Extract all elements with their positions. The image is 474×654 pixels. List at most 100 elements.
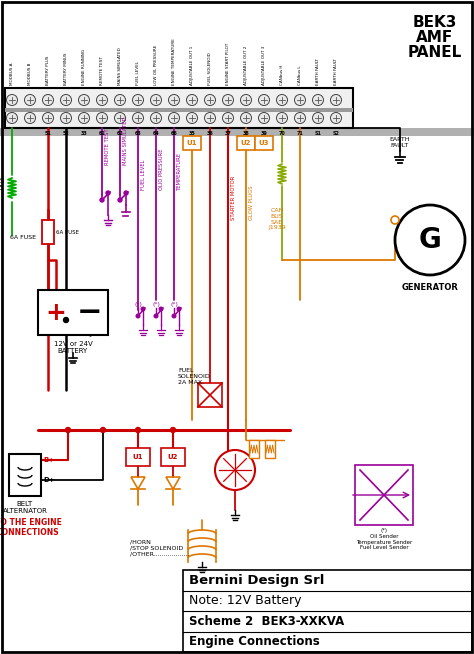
Text: REMOTE TEST: REMOTE TEST — [100, 56, 104, 85]
Text: (*)
Oil Sender
Temperature Sender
Fuel Level Sender: (*) Oil Sender Temperature Sender Fuel L… — [356, 528, 412, 551]
Text: B+: B+ — [43, 457, 54, 463]
Circle shape — [79, 112, 90, 124]
Text: 66: 66 — [171, 131, 177, 136]
Circle shape — [115, 112, 126, 124]
Text: U3: U3 — [259, 140, 269, 146]
Text: RS
485: RS 485 — [0, 178, 4, 191]
Text: 37: 37 — [225, 131, 231, 136]
Bar — [265, 440, 275, 458]
Circle shape — [115, 94, 126, 105]
Text: U1: U1 — [133, 454, 143, 460]
Text: 70: 70 — [279, 131, 285, 136]
Circle shape — [171, 428, 175, 432]
Bar — [183, 570, 472, 652]
Circle shape — [240, 112, 252, 124]
Circle shape — [7, 94, 18, 105]
Circle shape — [151, 112, 162, 124]
Circle shape — [154, 314, 158, 318]
Circle shape — [186, 112, 198, 124]
Circle shape — [61, 94, 72, 105]
Text: U1: U1 — [187, 140, 197, 146]
Text: EARTH FAULT: EARTH FAULT — [334, 58, 338, 85]
Text: ADJUSTABLE OUT 1: ADJUSTABLE OUT 1 — [190, 46, 194, 85]
Circle shape — [330, 112, 341, 124]
Text: GLOW PLUGS: GLOW PLUGS — [249, 185, 254, 220]
Circle shape — [276, 94, 288, 105]
Circle shape — [215, 450, 255, 490]
Text: 64: 64 — [153, 131, 159, 136]
Bar — [9, 454, 41, 496]
Bar — [161, 448, 185, 466]
Text: 63: 63 — [135, 131, 141, 136]
Text: GENERATOR: GENERATOR — [401, 283, 458, 292]
Bar — [255, 136, 273, 150]
Circle shape — [312, 112, 323, 124]
Text: /HORN
/STOP SOLENOID
/OTHER..................: /HORN /STOP SOLENOID /OTHER.............… — [130, 540, 190, 557]
Circle shape — [79, 94, 90, 105]
Text: 35: 35 — [189, 131, 195, 136]
Circle shape — [97, 94, 108, 105]
Circle shape — [25, 94, 36, 105]
Text: S1: S1 — [315, 131, 321, 136]
Bar — [126, 448, 150, 466]
Text: MODBUS A: MODBUS A — [10, 63, 14, 85]
Circle shape — [124, 191, 128, 195]
Text: 33: 33 — [81, 131, 87, 136]
Text: 6A FUSE: 6A FUSE — [10, 235, 36, 240]
Text: ENGINE RUNNING: ENGINE RUNNING — [82, 49, 86, 85]
Text: (*): (*) — [134, 302, 142, 307]
Text: BELT
ALTERNATOR: BELT ALTERNATOR — [2, 501, 47, 514]
Text: 38: 38 — [243, 131, 249, 136]
Circle shape — [64, 317, 69, 322]
Text: +: + — [46, 300, 66, 324]
Circle shape — [61, 112, 72, 124]
Text: CAN
BUS
SAE
J1939: CAN BUS SAE J1939 — [268, 208, 286, 230]
Circle shape — [141, 307, 145, 311]
Circle shape — [136, 428, 140, 432]
Text: FUEL
SOLENOID
2A MAX.: FUEL SOLENOID 2A MAX. — [178, 368, 211, 385]
Text: MAINS SIMULATED: MAINS SIMULATED — [123, 116, 128, 165]
Circle shape — [172, 314, 176, 318]
Text: REMOTE TEST: REMOTE TEST — [105, 128, 110, 165]
Circle shape — [258, 94, 270, 105]
Text: Bernini Design Srl: Bernini Design Srl — [189, 574, 324, 587]
Bar — [0, 128, 474, 136]
Circle shape — [133, 94, 144, 105]
Bar — [183, 136, 201, 150]
Circle shape — [65, 428, 71, 432]
Text: −: − — [77, 298, 103, 327]
Text: 71: 71 — [297, 131, 303, 136]
Bar — [38, 290, 108, 335]
Circle shape — [43, 94, 54, 105]
Text: LOW OIL PRESSURE: LOW OIL PRESSURE — [154, 44, 158, 85]
Text: D+: D+ — [43, 477, 55, 483]
Text: 36: 36 — [207, 131, 213, 136]
Text: 6A FUSE: 6A FUSE — [56, 230, 79, 235]
Text: ADJUSTABLE OUT 3: ADJUSTABLE OUT 3 — [262, 46, 266, 85]
Circle shape — [276, 112, 288, 124]
Text: CANbus H: CANbus H — [280, 65, 284, 85]
Circle shape — [97, 112, 108, 124]
Text: MODBUS B: MODBUS B — [28, 63, 32, 85]
Text: 39: 39 — [261, 131, 267, 136]
Text: 51: 51 — [45, 131, 51, 136]
Text: (*): (*) — [152, 302, 160, 307]
Circle shape — [100, 428, 106, 432]
Circle shape — [312, 94, 323, 105]
Text: Scheme 2  BEK3-XXKVA: Scheme 2 BEK3-XXKVA — [189, 615, 344, 628]
Circle shape — [159, 307, 163, 311]
Text: MAINS SIMULATED: MAINS SIMULATED — [118, 47, 122, 85]
Bar — [5, 108, 353, 112]
Circle shape — [177, 307, 181, 311]
Text: EARTH FAULT: EARTH FAULT — [316, 58, 320, 85]
Bar — [5, 88, 353, 128]
Text: S2: S2 — [333, 131, 339, 136]
Circle shape — [168, 94, 180, 105]
Circle shape — [7, 112, 18, 124]
Bar — [198, 383, 222, 407]
Text: BATTERY MINUS: BATTERY MINUS — [64, 52, 68, 85]
Text: STARTER MOTOR: STARTER MOTOR — [231, 176, 236, 220]
Text: AMF: AMF — [416, 30, 454, 45]
Text: PANEL: PANEL — [408, 45, 462, 60]
Text: 61: 61 — [99, 131, 105, 136]
